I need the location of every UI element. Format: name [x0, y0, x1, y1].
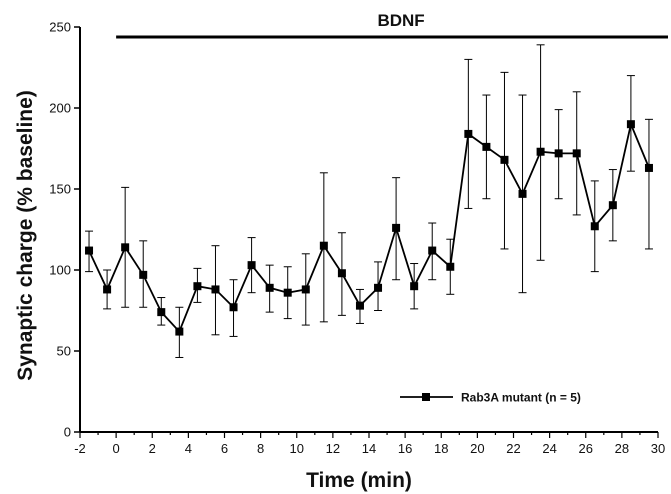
data-point — [301, 285, 310, 294]
x-axis-title: Time (min) — [306, 469, 412, 492]
x-tick-label: 18 — [434, 441, 448, 456]
x-tick-label: 10 — [290, 441, 304, 456]
data-point — [392, 223, 401, 232]
data-point — [283, 288, 292, 297]
y-tick-label: 50 — [57, 344, 71, 359]
data-point — [590, 222, 599, 231]
data-point — [536, 147, 545, 156]
x-tick-label: 24 — [542, 441, 556, 456]
data-point — [572, 149, 581, 158]
data-point — [464, 129, 473, 138]
data-point — [193, 282, 202, 291]
data-point — [319, 241, 328, 250]
data-point — [229, 303, 238, 312]
y-tick-label: 250 — [49, 20, 71, 35]
y-tick-label: 200 — [49, 101, 71, 116]
data-point — [518, 189, 527, 198]
legend-marker — [422, 393, 430, 401]
data-point — [500, 155, 509, 164]
data-point — [410, 282, 419, 291]
x-tick-label: 8 — [257, 441, 264, 456]
data-point — [355, 301, 364, 310]
data-point — [211, 285, 220, 294]
data-point — [337, 269, 346, 278]
data-point — [554, 149, 563, 158]
x-tick-label: 0 — [113, 441, 120, 456]
x-tick-label: 26 — [579, 441, 593, 456]
bdnf-annotation-label: BDNF — [377, 11, 424, 30]
data-point — [482, 142, 491, 151]
legend-series-label: Rab3A mutant (n = 5) — [461, 391, 581, 405]
data-point — [446, 262, 455, 271]
x-tick-label: 28 — [615, 441, 629, 456]
y-tick-label: 150 — [49, 182, 71, 197]
x-tick-label: 22 — [506, 441, 520, 456]
data-point — [139, 270, 148, 279]
x-tick-label: 20 — [470, 441, 484, 456]
data-point — [644, 163, 653, 172]
data-point — [428, 246, 437, 255]
x-tick-label: 30 — [651, 441, 665, 456]
data-point — [103, 285, 112, 294]
data-point — [175, 327, 184, 336]
data-point — [157, 308, 166, 317]
data-point — [247, 261, 256, 270]
y-tick-label: 100 — [49, 263, 71, 278]
data-point — [626, 120, 635, 129]
x-tick-label: 4 — [185, 441, 192, 456]
x-tick-label: 14 — [362, 441, 376, 456]
series-line — [88, 121, 650, 334]
x-tick-label: 2 — [149, 441, 156, 456]
x-tick-label: 6 — [221, 441, 228, 456]
data-point — [374, 283, 383, 292]
data-point — [608, 201, 617, 210]
y-tick-label: 0 — [64, 425, 71, 440]
data-point — [85, 246, 94, 255]
data-point — [121, 243, 130, 252]
x-tick-label: -2 — [74, 441, 86, 456]
x-tick-label: 12 — [326, 441, 340, 456]
y-axis-title: Synaptic charge (% baseline) — [14, 90, 37, 381]
data-point — [265, 283, 274, 292]
x-tick-label: 16 — [398, 441, 412, 456]
